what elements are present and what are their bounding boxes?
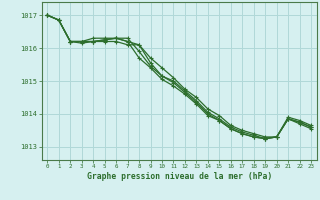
- X-axis label: Graphe pression niveau de la mer (hPa): Graphe pression niveau de la mer (hPa): [87, 172, 272, 181]
